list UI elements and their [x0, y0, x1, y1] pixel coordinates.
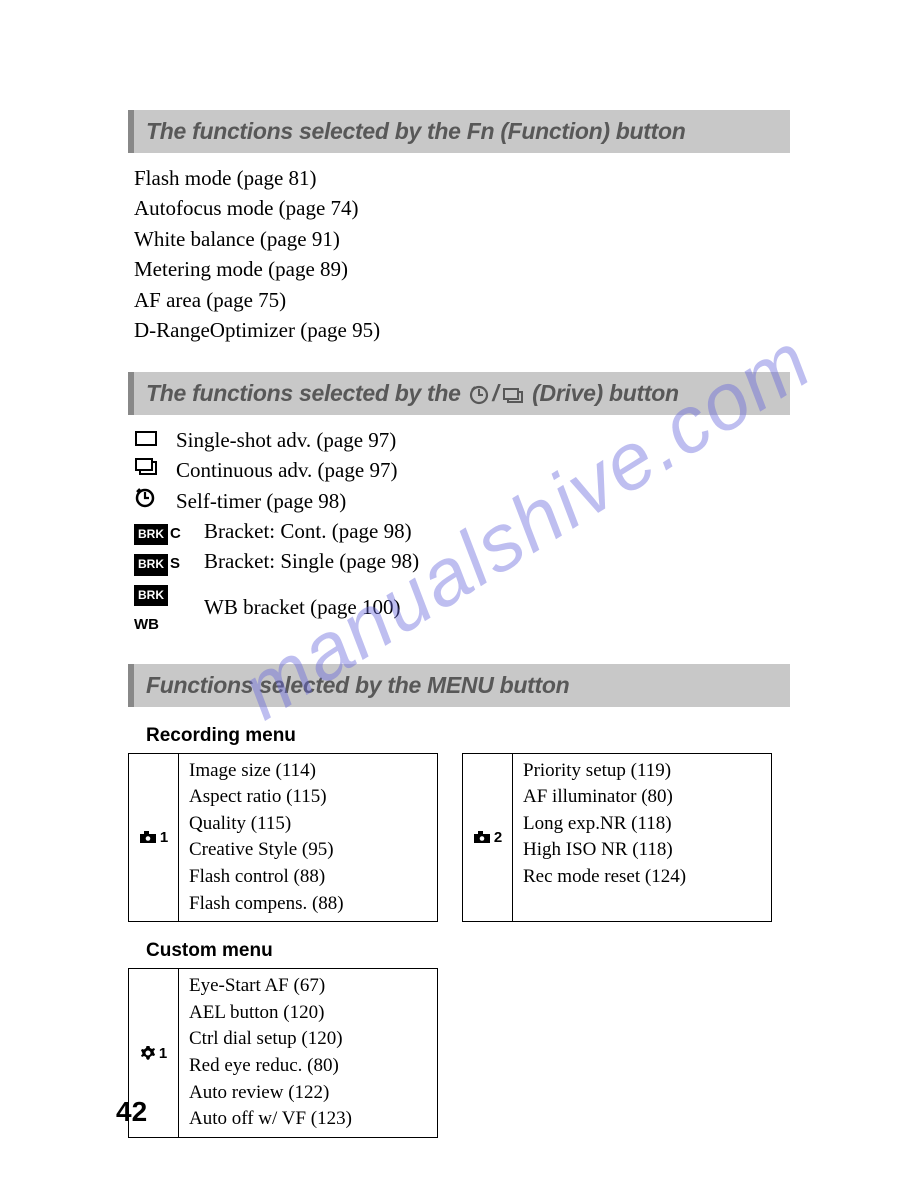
- recording-menu-tables: 1 Image size (114) Aspect ratio (115) Qu…: [128, 753, 790, 923]
- recording-menu-title: Recording menu: [128, 725, 790, 747]
- menu-item: Flash control (88): [189, 864, 344, 891]
- menu-item: Aspect ratio (115): [189, 784, 344, 811]
- bracket-cont-icon: BRKC: [134, 516, 194, 546]
- fn-item: Autofocus mode (page 74): [134, 193, 790, 223]
- section-header-fn: The functions selected by the Fn (Functi…: [128, 110, 790, 153]
- fn-list: Flash mode (page 81) Autofocus mode (pag…: [128, 163, 790, 346]
- drive-list: Single-shot adv. (page 97) Continuous ad…: [128, 425, 790, 638]
- menu-item: Red eye reduc. (80): [189, 1053, 352, 1080]
- menu-item: AF illuminator (80): [523, 784, 686, 811]
- camera-icon: [139, 830, 157, 844]
- recording-tab-2: 2: [463, 754, 513, 922]
- fn-item: D-RangeOptimizer (page 95): [134, 315, 790, 345]
- section-header-drive: The functions selected by the / (Drive) …: [128, 372, 790, 415]
- bracket-wb-icon: BRKWB: [134, 577, 194, 638]
- recording-tab-1: 1: [129, 754, 179, 922]
- menu-item: Long exp.NR (118): [523, 811, 686, 838]
- camera-icon: [473, 830, 491, 844]
- menu-item: Creative Style (95): [189, 837, 344, 864]
- section-header-menu: Functions selected by the MENU button: [128, 664, 790, 707]
- drive-item: Continuous adv. (page 97): [134, 455, 790, 485]
- custom-menu-title: Custom menu: [128, 940, 790, 962]
- drive-item: Single-shot adv. (page 97): [134, 425, 790, 455]
- fn-item: AF area (page 75): [134, 285, 790, 315]
- gear-icon: [140, 1045, 156, 1061]
- fn-item: White balance (page 91): [134, 224, 790, 254]
- menu-item: Priority setup (119): [523, 758, 686, 785]
- recording-table-1: 1 Image size (114) Aspect ratio (115) Qu…: [128, 753, 438, 923]
- self-timer-icon: [134, 486, 166, 516]
- fn-item: Metering mode (page 89): [134, 254, 790, 284]
- menu-item: AEL button (120): [189, 1000, 352, 1027]
- recording-table-2: 2 Priority setup (119) AF illuminator (8…: [462, 753, 772, 923]
- bracket-single-icon: BRKS: [134, 546, 194, 576]
- custom-menu-tables: 1 Eye-Start AF (67) AEL button (120) Ctr…: [128, 968, 790, 1138]
- menu-item: Auto off w/ VF (123): [189, 1106, 352, 1133]
- drive-item: BRKC Bracket: Cont. (page 98): [134, 516, 790, 546]
- drive-item: Self-timer (page 98): [134, 486, 790, 516]
- single-shot-icon: [134, 425, 166, 455]
- continuous-icon: [134, 455, 166, 485]
- page-number: 42: [116, 1096, 147, 1128]
- drive-item: BRKWB WB bracket (page 100): [134, 577, 790, 638]
- menu-item: High ISO NR (118): [523, 837, 686, 864]
- menu-item: Ctrl dial setup (120): [189, 1026, 352, 1053]
- menu-item: Auto review (122): [189, 1080, 352, 1107]
- menu-item: Image size (114): [189, 758, 344, 785]
- drive-item: BRKS Bracket: Single (page 98): [134, 546, 790, 576]
- menu-item: Rec mode reset (124): [523, 864, 686, 891]
- menu-item: Flash compens. (88): [189, 891, 344, 918]
- menu-item: Eye-Start AF (67): [189, 973, 352, 1000]
- menu-item: Quality (115): [189, 811, 344, 838]
- fn-item: Flash mode (page 81): [134, 163, 790, 193]
- custom-table-1: 1 Eye-Start AF (67) AEL button (120) Ctr…: [128, 968, 438, 1138]
